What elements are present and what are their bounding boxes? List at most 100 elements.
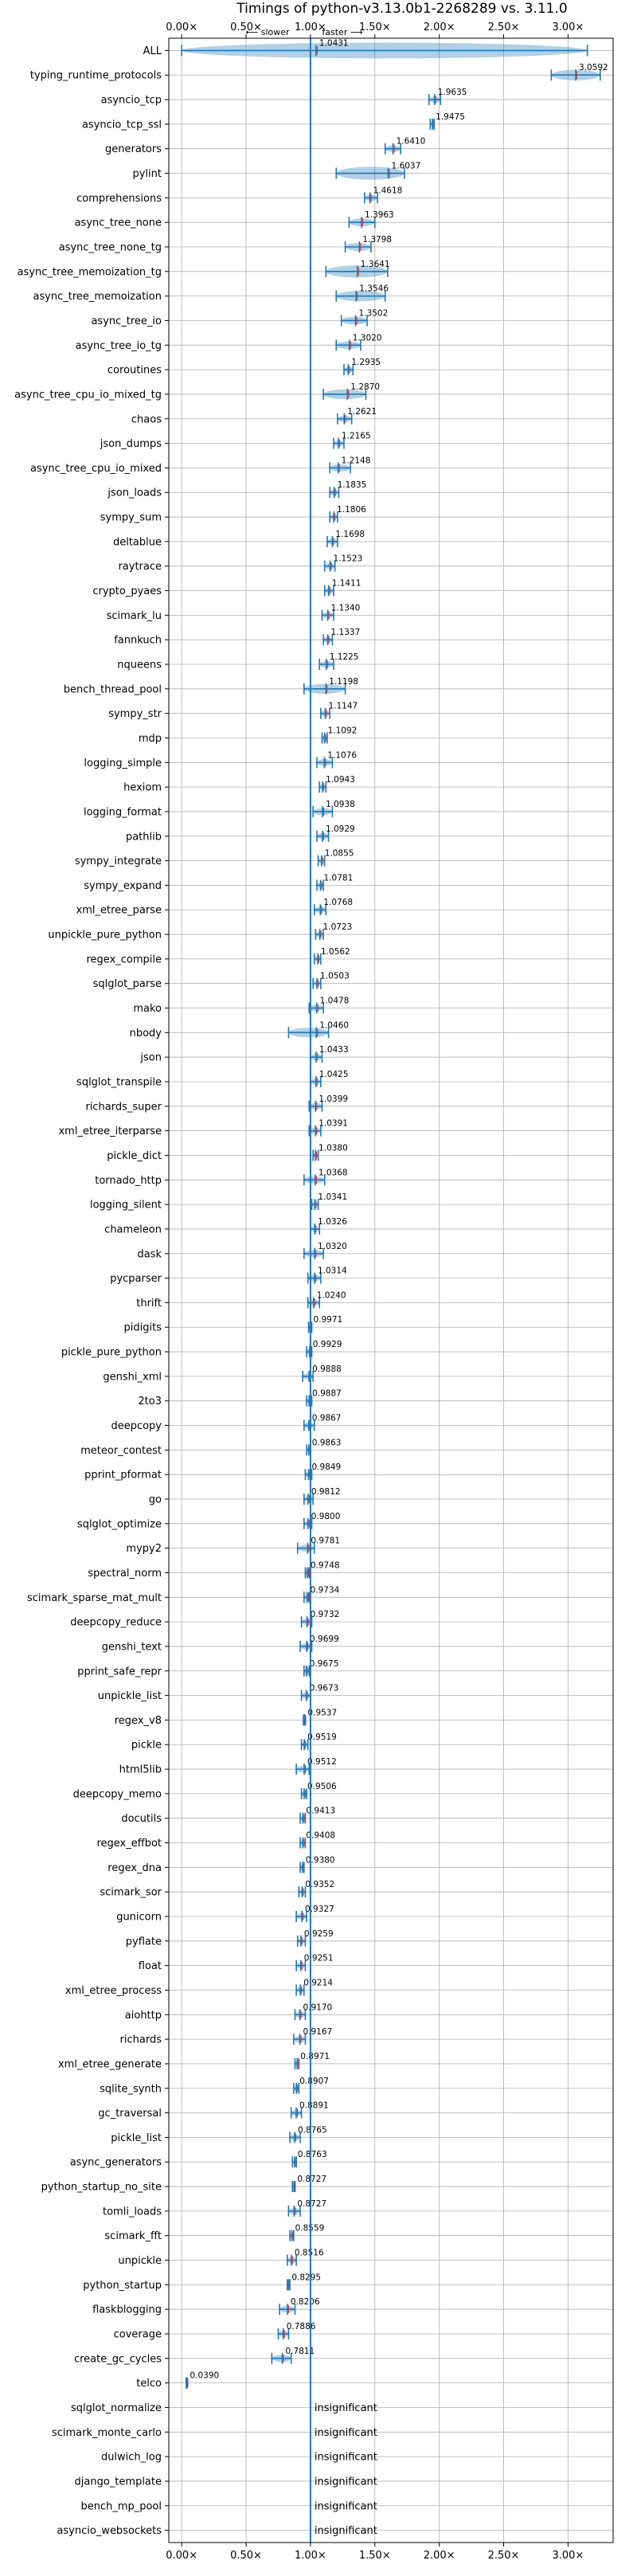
benchmark-label: hexiom	[123, 782, 162, 794]
value-label: 0.8206	[291, 2297, 320, 2307]
value-label: 0.9781	[311, 1537, 340, 1546]
value-label: 1.0399	[318, 1094, 348, 1104]
value-label: 1.9635	[438, 88, 467, 97]
benchmark-label: async_tree_io	[91, 315, 162, 327]
benchmark-label: sympy_sum	[100, 512, 162, 524]
value-label: 1.3020	[353, 333, 382, 343]
value-label: 0.9929	[313, 1340, 342, 1349]
benchmark-label: async_tree_cpu_io_mixed	[30, 463, 162, 475]
insignificant-label: insignificant	[315, 2525, 377, 2537]
insignificant-label: insignificant	[315, 2427, 377, 2439]
value-label: 0.9812	[311, 1487, 341, 1497]
value-label: 0.0390	[190, 2371, 219, 2381]
value-label: 0.8763	[298, 2150, 327, 2159]
benchmark-label: deepcopy	[111, 1420, 162, 1432]
benchmark-label: pathlib	[126, 831, 162, 843]
x-tick-label-top: 0.00×	[166, 22, 197, 33]
benchmark-label: json_dumps	[100, 438, 162, 450]
benchmark-label: dask	[137, 1248, 162, 1260]
benchmark-label: richards	[120, 2034, 162, 2046]
benchmark-label: regex_dna	[107, 1862, 162, 1874]
value-label: 1.1337	[331, 628, 361, 637]
value-label: 1.2935	[351, 358, 381, 367]
value-label: 0.9699	[310, 1634, 339, 1644]
slower-label: ⟵ slower	[245, 27, 290, 37]
value-label: 1.1092	[328, 726, 358, 735]
x-tick-label-top: 2.50×	[488, 22, 520, 33]
benchmark-label: crypto_pyaes	[92, 585, 162, 597]
benchmark-label: go	[149, 1494, 162, 1506]
benchmark-label: coverage	[114, 2329, 162, 2341]
value-label: 0.9734	[311, 1585, 340, 1595]
value-label: 0.8891	[299, 2101, 329, 2111]
benchmark-label: scimark_lu	[107, 610, 162, 622]
benchmark-label: thrift	[136, 1298, 162, 1310]
benchmark-label: pickle	[131, 1740, 162, 1752]
benchmark-label: asyncio_tcp	[101, 95, 162, 107]
value-label: 0.9748	[311, 1560, 340, 1570]
value-label: 1.0460	[319, 1020, 349, 1030]
value-label: 1.3502	[359, 308, 389, 318]
benchmark-label: sympy_expand	[84, 880, 162, 892]
benchmark-label: 2to3	[138, 1396, 162, 1407]
value-label: 1.0391	[318, 1119, 348, 1129]
value-label: 1.1411	[332, 579, 361, 589]
value-label: 0.8727	[297, 2175, 326, 2184]
benchmark-label: pprint_pformat	[84, 1470, 162, 1482]
value-label: 0.9512	[307, 1757, 337, 1767]
benchmark-label: asyncio_tcp_ssl	[82, 119, 162, 131]
faster-label: faster ⟶	[322, 27, 362, 37]
benchmark-label: async_generators	[70, 2157, 162, 2169]
benchmark-label: nbody	[130, 1028, 162, 1039]
x-tick-label-top: 2.00×	[424, 22, 455, 33]
value-label: 0.9887	[312, 1389, 342, 1399]
value-label: 1.2870	[350, 382, 380, 392]
insignificant-label: insignificant	[315, 2402, 377, 2414]
benchmark-label: scimark_sparse_mat_mult	[27, 1592, 162, 1604]
benchmark-label: typing_runtime_protocols	[30, 70, 162, 82]
value-label: 0.9800	[311, 1512, 341, 1521]
x-tick-label-top: 1.00×	[295, 22, 326, 33]
benchmark-label: pyflate	[126, 1936, 162, 1948]
benchmark-label: gunicorn	[116, 1912, 162, 1924]
benchmark-label: docutils	[121, 1813, 162, 1825]
benchmark-label: telco	[136, 2378, 162, 2390]
insignificant-label: insignificant	[315, 2500, 377, 2512]
benchmark-label: async_tree_memoization_tg	[18, 266, 162, 278]
benchmark-label: xml_etree_generate	[58, 2058, 162, 2070]
insignificant-label: insignificant	[315, 2476, 377, 2488]
benchmark-label: unpickle	[118, 2255, 162, 2267]
benchmark-label: pickle_pure_python	[61, 1347, 162, 1359]
value-label: 1.0781	[324, 873, 354, 883]
benchmark-label: genshi_text	[102, 1641, 162, 1653]
value-label: 1.0929	[326, 824, 355, 834]
value-label: 1.2621	[347, 407, 377, 417]
value-label: 1.1806	[337, 505, 366, 515]
grid-layer	[169, 38, 613, 2543]
value-label: 0.9673	[310, 1684, 339, 1693]
value-label: 1.1198	[329, 677, 358, 687]
value-label: 1.0425	[319, 1070, 349, 1079]
value-label: 1.1698	[335, 530, 365, 539]
benchmark-label: pidigits	[124, 1322, 162, 1334]
value-label: 1.0943	[326, 775, 355, 785]
benchmark-label: raytrace	[118, 561, 162, 573]
benchmark-label: sqlite_synth	[100, 2083, 162, 2095]
benchmark-label: logging_simple	[84, 758, 162, 769]
benchmark-label: aiohttp	[125, 2010, 162, 2022]
benchmark-label: comprehensions	[76, 193, 162, 205]
x-tick-label-bottom: 2.50×	[488, 2550, 520, 2562]
value-label: 1.3641	[361, 260, 390, 269]
benchmark-label: mdp	[139, 733, 162, 745]
benchmark-label: regex_compile	[86, 953, 162, 965]
benchmark-label: mako	[133, 1003, 162, 1015]
x-tick-label-bottom: 1.00×	[295, 2550, 326, 2562]
value-label: 1.1340	[331, 603, 361, 613]
benchmark-label: html5lib	[119, 1764, 162, 1776]
value-label: 0.9519	[307, 1732, 337, 1742]
benchmark-label: float	[139, 1960, 162, 1972]
value-label: 0.9380	[306, 1855, 335, 1865]
benchmark-label: bench_mp_pool	[80, 2500, 162, 2512]
benchmark-label: fannkuch	[114, 635, 162, 647]
